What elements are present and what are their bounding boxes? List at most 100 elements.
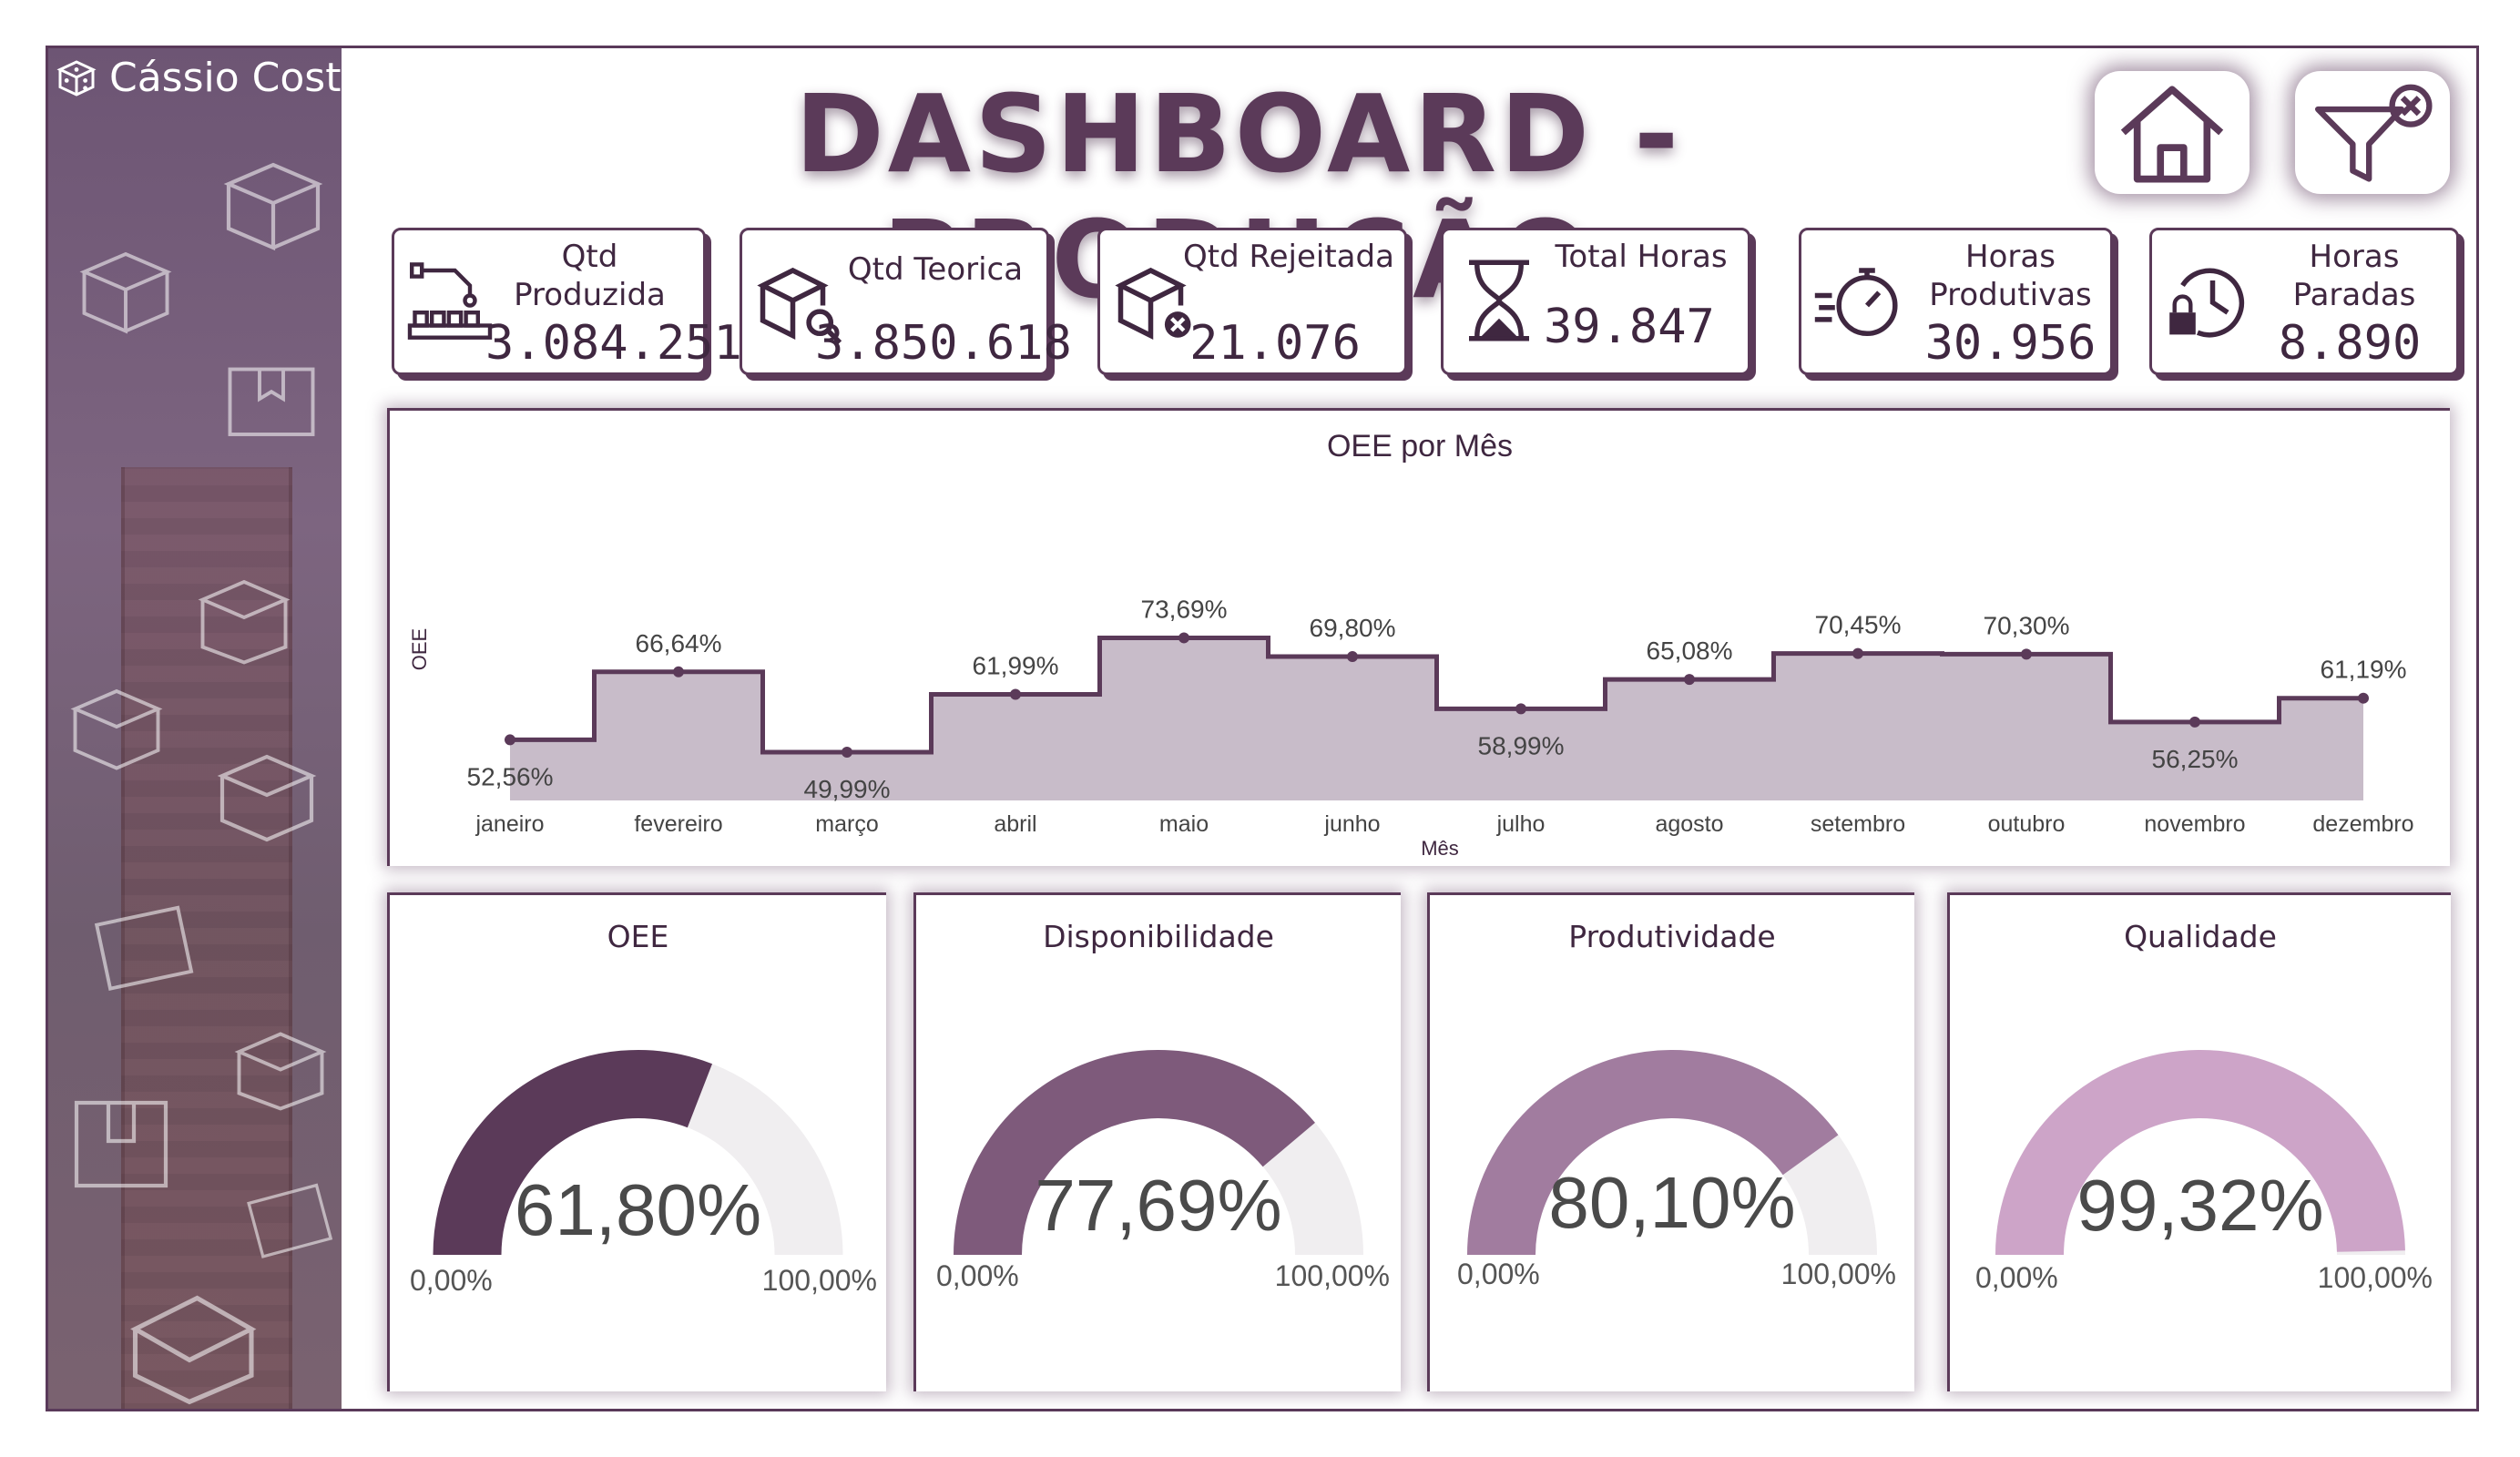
- filter-clear-icon: [2315, 84, 2433, 182]
- box-icon: [94, 905, 194, 991]
- gauge-max: 100,00%: [761, 1264, 877, 1297]
- gauge-title: Qualidade: [2124, 919, 2277, 954]
- data-label: 61,99%: [973, 651, 1059, 679]
- kpi-value: 3.084.251: [485, 316, 742, 371]
- hourglass-icon: [1469, 260, 1529, 341]
- data-point[interactable]: [1010, 688, 1021, 700]
- x-tick-label: fevereiro: [634, 811, 722, 837]
- oee-chart[interactable]: OEE por Mês OEE Mês 52,56% janeiro 66,64% f…: [390, 411, 2450, 866]
- data-label: 66,64%: [636, 629, 722, 657]
- kpi-label: Qtd Produzida: [514, 239, 666, 313]
- gauge-panel-disponibilidade: Disponibilidade 77,69% 0,00% 100,00%: [913, 892, 1401, 1391]
- gauge-min: 0,00%: [1457, 1258, 1540, 1290]
- dice-icon: [56, 59, 97, 97]
- data-point[interactable]: [842, 747, 852, 759]
- kpi-horas-paradas: Horas Paradas 8.890: [2149, 228, 2459, 375]
- sidebar: [48, 48, 342, 1409]
- oee-gauge: [433, 1050, 843, 1256]
- gauge-value: 77,69%: [1035, 1165, 1282, 1246]
- data-point[interactable]: [673, 666, 684, 678]
- disponibilidade-gauge: [954, 1050, 1363, 1256]
- qualidade-gauge: [1995, 1050, 2405, 1256]
- gauge-panel-produtividade: Produtividade 80,10% 0,00% 100,00%: [1427, 892, 1914, 1391]
- data-label: 65,08%: [1647, 637, 1733, 665]
- data-label: 70,45%: [1815, 611, 1902, 639]
- data-point[interactable]: [2021, 648, 2032, 660]
- data-label: 49,99%: [804, 775, 891, 803]
- box-icon: [198, 579, 291, 665]
- gauge-max: 100,00%: [2317, 1261, 2433, 1294]
- gauge-value: 61,80%: [514, 1169, 762, 1250]
- kpi-horas-produtivas: Horas Produtivas 30.956: [1799, 228, 2113, 375]
- gauge-fill: [433, 1050, 712, 1256]
- data-label: 52,56%: [467, 762, 554, 790]
- data-point[interactable]: [1178, 632, 1189, 644]
- gauge-min: 0,00%: [410, 1264, 493, 1297]
- gauge-title: Disponibilidade: [1043, 919, 1274, 954]
- kpi-value: 30.956: [1924, 316, 2097, 371]
- data-label: 61,19%: [2321, 656, 2407, 684]
- x-tick-label: setembro: [1811, 811, 1905, 837]
- data-point[interactable]: [505, 734, 515, 746]
- kpi-value: 3.850.618: [815, 316, 1072, 371]
- oee-chart-panel: OEE por Mês OEE Mês 52,56% janeiro 66,64% f…: [387, 408, 2450, 866]
- data-point[interactable]: [1515, 703, 1526, 715]
- data-label: 69,80%: [1310, 614, 1396, 642]
- x-tick-label: outubro: [1988, 811, 2066, 837]
- y-axis-label: OEE: [408, 628, 431, 670]
- gauge-fill: [1467, 1050, 1839, 1256]
- box-icon: [70, 688, 163, 770]
- data-label: 70,30%: [1984, 611, 2070, 639]
- kpi-qtd-rejeitada: Qtd Rejeitada 21.076: [1097, 228, 1407, 375]
- x-tick-label: junho: [1323, 811, 1380, 837]
- box-icon: [217, 754, 317, 842]
- gauge-fill: [954, 1050, 1315, 1256]
- clear-filter-button[interactable]: [2295, 71, 2450, 194]
- kpi-total-horas: Total Horas 39.847: [1441, 228, 1750, 375]
- oee-line: [510, 635, 2363, 755]
- home-button[interactable]: [2095, 71, 2250, 194]
- gauge-max: 100,00%: [1780, 1258, 1896, 1290]
- production-line-icon: [407, 262, 493, 340]
- x-tick-label: março: [815, 811, 878, 837]
- gauge-panel-qualidade: Qualidade 99,32% 0,00% 100,00%: [1947, 892, 2451, 1391]
- data-point[interactable]: [1852, 647, 1863, 659]
- gauge-min: 0,00%: [1975, 1261, 2058, 1294]
- gauge-panel-oee: OEE 61,80% 0,00% 100,00%: [387, 892, 886, 1391]
- brand: Cássio Costa: [55, 55, 365, 101]
- box-icon: [74, 1100, 168, 1188]
- data-point[interactable]: [1347, 651, 1358, 663]
- data-point[interactable]: [1684, 674, 1695, 686]
- x-tick-label: janeiro: [474, 811, 544, 837]
- box-icon: [228, 367, 315, 436]
- x-axis-label: Mês: [1421, 837, 1459, 860]
- x-tick-label: novembro: [2144, 811, 2245, 837]
- gauge-title: OEE: [607, 919, 669, 954]
- data-label: 73,69%: [1141, 595, 1228, 623]
- kpi-label: Qtd Rejeitada: [1183, 239, 1394, 275]
- box-search-icon: [757, 267, 842, 345]
- data-label: 56,25%: [2152, 745, 2239, 773]
- data-point[interactable]: [2358, 692, 2369, 704]
- chimney-background: [121, 467, 292, 1409]
- x-tick-label: abril: [994, 811, 1036, 837]
- data-label: 58,99%: [1478, 731, 1565, 759]
- box-icon: [247, 1183, 333, 1258]
- oee-area: [510, 637, 2363, 800]
- kpi-label: Total Horas: [1555, 239, 1728, 275]
- box-icon: [79, 251, 172, 334]
- x-tick-label: agosto: [1655, 811, 1723, 837]
- box-reject-icon: [1115, 267, 1191, 340]
- home-icon: [2120, 86, 2224, 183]
- produtividade-gauge: [1467, 1050, 1877, 1256]
- x-tick-label: julho: [1496, 811, 1546, 837]
- data-point[interactable]: [2189, 716, 2200, 728]
- gauge-fill: [1995, 1050, 2405, 1256]
- gauge-value: 99,32%: [2076, 1165, 2324, 1246]
- kpi-value: 39.847: [1544, 300, 1715, 354]
- chart-title: OEE por Mês: [1327, 429, 1513, 464]
- open-box-icon: [234, 1032, 327, 1111]
- clock-lock-icon: [2169, 268, 2245, 338]
- stopwatch-icon: [1814, 268, 1898, 337]
- kpi-label: Horas Produtivas: [1929, 239, 2092, 313]
